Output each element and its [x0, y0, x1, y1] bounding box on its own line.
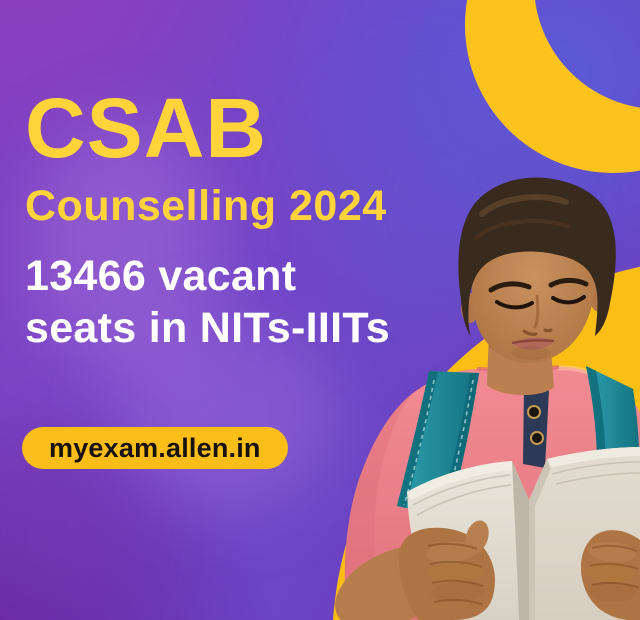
yellow-ring-shape — [465, 0, 640, 173]
website-url-badge[interactable]: myexam.allen.in — [22, 427, 288, 469]
headline-line-2: seats in NITs-IIITs — [25, 304, 390, 353]
student-figure — [335, 177, 640, 620]
poster-subtitle: Counselling 2024 — [25, 182, 387, 230]
poster-title: CSAB — [25, 81, 268, 175]
text-block: CSAB Counselling 2024 13466 vacant seats… — [25, 86, 390, 354]
headline-line-1: 13466 vacant — [25, 252, 297, 301]
poster-headline: 13466 vacant seats in NITs-IIITs — [25, 250, 390, 354]
